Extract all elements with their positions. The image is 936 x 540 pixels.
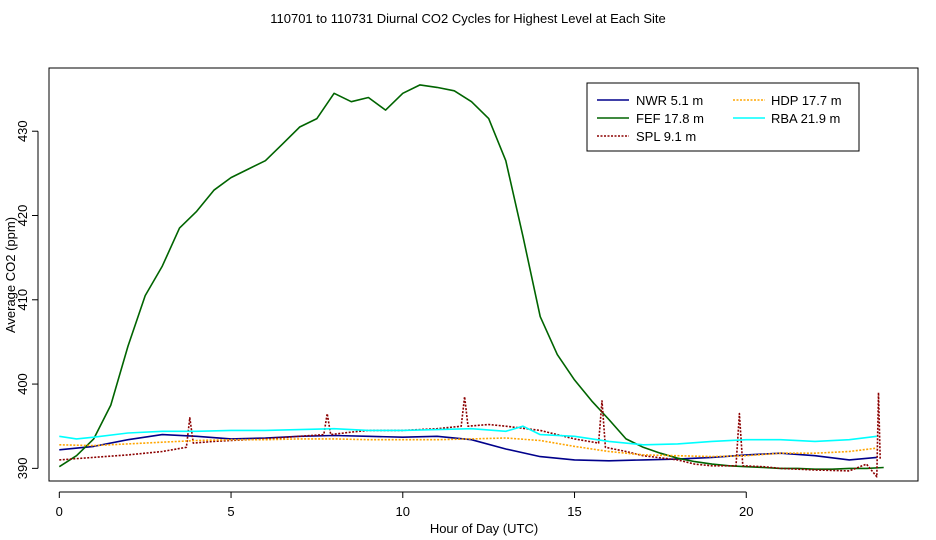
x-axis-label: Hour of Day (UTC) [430,521,538,536]
series-line [59,425,877,446]
chart-title: 110701 to 110731 Diurnal CO2 Cycles for … [270,11,666,26]
y-axis-label: Average CO2 (ppm) [3,217,18,333]
y-tick-label: 420 [15,205,30,227]
x-tick-label: 20 [739,504,753,519]
legend-label: HDP 17.7 m [771,93,842,108]
series-line [59,437,877,458]
x-tick-label: 15 [567,504,581,519]
y-axis: 390 400 410 420 430 [15,120,39,480]
legend: NWR 5.1 m FEF 17.8 m SPL 9.1 m HDP 17.7 m RB… [586,82,860,152]
series-line [59,391,881,478]
series-line [59,433,877,462]
legend-label: FEF 17.8 m [636,111,704,126]
legend-label: NWR 5.1 m [636,93,703,108]
x-tick-label: 0 [56,504,63,519]
y-tick-label: 390 [15,458,30,480]
y-tick-label: 400 [15,373,30,395]
legend-label: SPL 9.1 m [636,129,696,144]
x-tick-label: 5 [227,504,234,519]
legend-box [586,82,860,152]
x-axis: 0 5 10 15 20 [56,491,753,519]
y-tick-label: 430 [15,120,30,142]
y-tick-label: 410 [15,289,30,311]
series-layer [58,84,884,478]
legend-label: RBA 21.9 m [771,111,840,126]
x-tick-label: 10 [396,504,410,519]
plot-area [48,67,919,482]
